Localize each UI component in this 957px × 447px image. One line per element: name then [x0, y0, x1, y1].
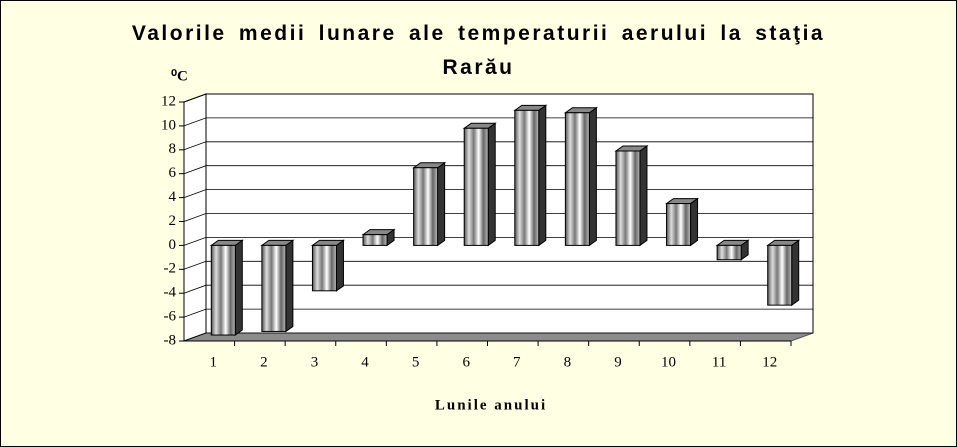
y-tick-label: 6	[169, 165, 177, 181]
x-tick-label: 11	[712, 354, 726, 370]
bar-side	[690, 197, 699, 247]
y-tick-label: 10	[161, 117, 176, 133]
y-tick-label: -2	[164, 261, 177, 277]
bar	[361, 228, 396, 247]
y-tick-label: 0	[169, 237, 177, 253]
bar-front	[413, 167, 439, 246]
y-tick-label: -8	[164, 332, 177, 348]
grid-line	[183, 332, 813, 342]
bar-side	[285, 239, 294, 333]
bar-front	[767, 244, 793, 306]
x-tick-label: 2	[260, 354, 268, 370]
y-tick-label: 2	[169, 213, 177, 229]
y-axis-label: ⁰C	[171, 68, 188, 84]
bar	[614, 145, 649, 247]
bar	[462, 122, 497, 247]
x-tick-label: 10	[661, 354, 676, 370]
floor	[183, 332, 814, 342]
x-tick-label: 8	[564, 354, 572, 370]
bar-side	[791, 239, 800, 307]
bar	[260, 239, 295, 333]
grid-line	[183, 260, 813, 270]
bar-side	[234, 239, 243, 336]
x-tick-label: 7	[513, 354, 521, 370]
bar	[310, 239, 346, 292]
bar-side	[335, 239, 344, 292]
bar-side	[487, 122, 496, 247]
grid-line	[183, 141, 813, 151]
grid-line	[183, 189, 813, 198]
bar-front	[311, 244, 337, 292]
bar-front	[463, 127, 489, 246]
grid-line	[183, 236, 813, 246]
bar-front	[564, 112, 590, 246]
bar-front	[362, 234, 388, 246]
bar-side	[588, 106, 597, 247]
bar-front	[615, 150, 641, 246]
x-tick-label: 1	[210, 354, 218, 370]
grid-line	[183, 308, 813, 318]
bar-side	[538, 104, 547, 247]
x-tick-label: 5	[412, 354, 420, 370]
bar-front	[666, 203, 692, 246]
grid-line	[183, 284, 813, 294]
x-tick-label: 12	[762, 354, 777, 370]
grid-line	[183, 213, 813, 222]
x-tick-label: 6	[462, 354, 470, 370]
grid-line	[183, 117, 813, 127]
y-tick-label: 12	[161, 93, 176, 109]
bar	[715, 239, 750, 261]
chart-title: Valorile medii lunare ale temperaturii a…	[131, 22, 826, 79]
bar-front	[210, 244, 236, 336]
x-axis-label: Lunile anului	[435, 397, 547, 413]
x-tick-label: 4	[361, 354, 369, 370]
bar	[563, 106, 598, 247]
bar	[412, 161, 447, 247]
bar-front	[514, 109, 540, 246]
bar-front	[716, 244, 742, 261]
y-tick-label: -6	[164, 309, 177, 325]
y-tick-label: 8	[169, 141, 177, 157]
bar	[513, 104, 548, 247]
bar	[766, 239, 801, 307]
y-tick-label: -4	[164, 285, 177, 301]
x-tick-label: 9	[614, 354, 622, 370]
bar-side	[639, 145, 648, 247]
bar	[664, 197, 700, 247]
bar-front	[261, 244, 287, 332]
grid-line	[183, 165, 813, 175]
x-tick-label: 3	[311, 354, 319, 370]
grid-line	[183, 93, 813, 103]
y-tick-label: 4	[169, 189, 177, 205]
bar	[209, 239, 244, 336]
bar-side	[437, 161, 446, 247]
